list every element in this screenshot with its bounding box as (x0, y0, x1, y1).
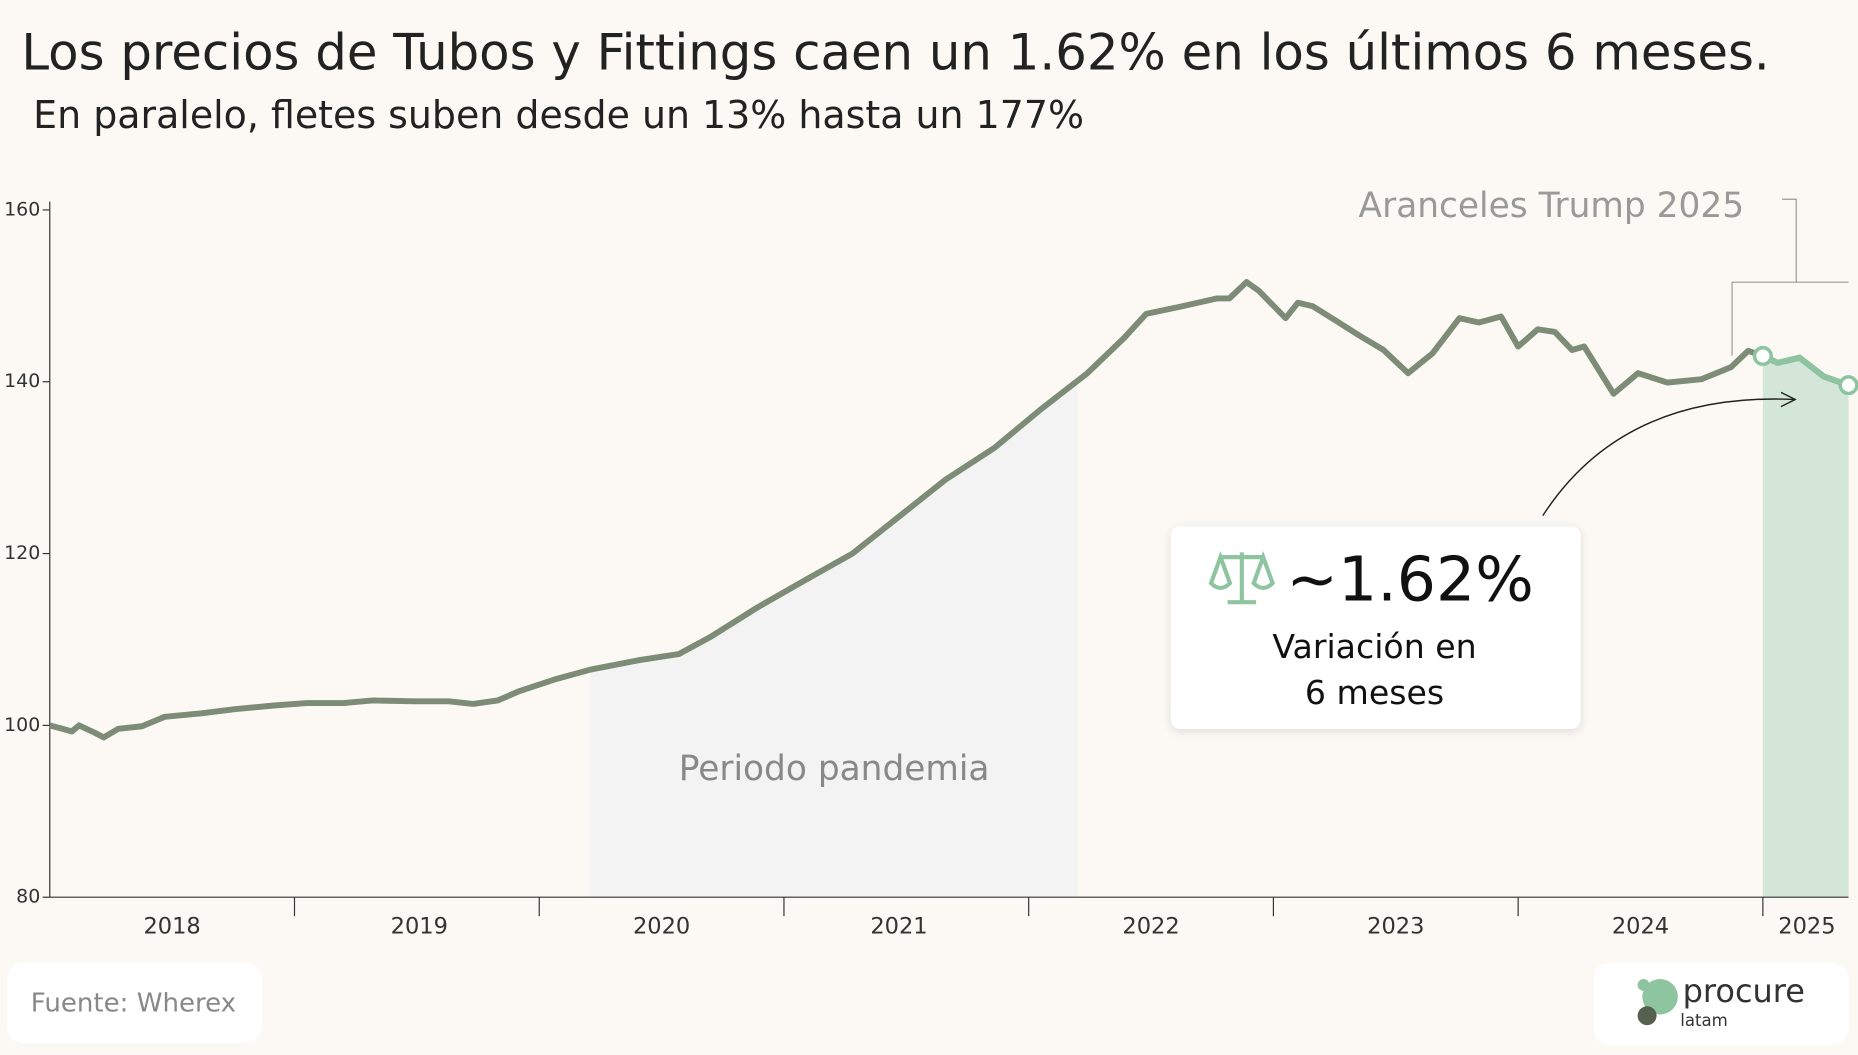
x-tick-label: 2025 (1778, 913, 1835, 939)
y-tick-label: 120 (4, 542, 40, 564)
x-tick-label: 2018 (143, 913, 200, 939)
x-tick-label: 2023 (1367, 913, 1424, 939)
bracket (1731, 198, 1849, 356)
period-label: Periodo pandemia (679, 749, 990, 789)
x-tick-label: 2024 (1612, 913, 1669, 939)
source-box (7, 962, 262, 1043)
y-tick-label: 140 (4, 370, 40, 392)
x-tick-label: 2022 (1122, 913, 1179, 939)
period-area (590, 380, 1078, 898)
callout: ~1.62% Variación en 6 meses (1170, 391, 1797, 729)
logo: procure (1683, 972, 1805, 1010)
highlight-line (1761, 353, 1850, 388)
callout-text: 6 meses (1305, 673, 1444, 712)
price-line (48, 279, 1850, 741)
x-tick-label: 2021 (870, 913, 927, 939)
y-tick-label: 100 (4, 714, 40, 736)
source: Fuente: Wherex (31, 988, 236, 1018)
x-tick-label: 2019 (391, 913, 448, 939)
endpoint (1838, 375, 1858, 396)
subtitle: En paralelo, fletes suben desde un 13% h… (33, 93, 1084, 137)
callout-arrow (1542, 398, 1796, 517)
arrow-head (1780, 391, 1797, 408)
x-tick-label: 2020 (633, 913, 690, 939)
y-tick-label: 80 (16, 886, 40, 908)
period-area (1762, 355, 1849, 898)
y-tick-label: 160 (4, 198, 40, 220)
logo-sub: latam (1680, 1011, 1728, 1030)
logo-dot (1642, 978, 1678, 1015)
callout-box (1170, 526, 1581, 729)
logo-dot (1637, 1006, 1657, 1026)
logo-dot (1637, 978, 1650, 991)
scale-icon (1208, 551, 1276, 605)
endpoint (1752, 345, 1773, 367)
title: Los precios de Tubos y Fittings caen un … (21, 23, 1769, 81)
callout-value: ~1.62% (1286, 543, 1533, 615)
callout-text: Variación en (1272, 627, 1476, 666)
plot: Periodo pandemia Aranceles Trump 2025 80 10… (4, 186, 1858, 939)
period-label: Aranceles Trump 2025 (1359, 186, 1744, 226)
